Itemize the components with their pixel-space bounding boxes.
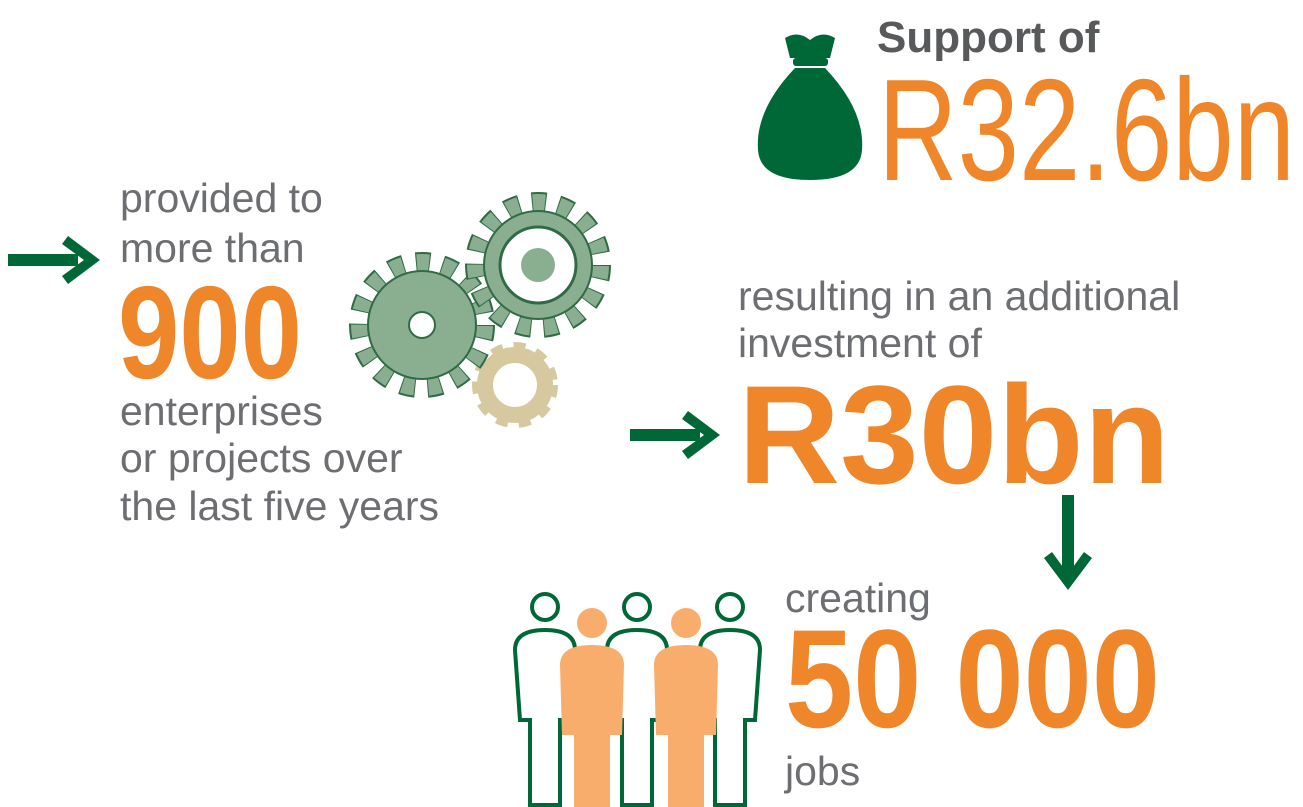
- investment-intro: investment of: [738, 320, 982, 366]
- enterprises-outro: enterprises: [120, 388, 323, 434]
- jobs-number: 50 000: [785, 600, 1160, 757]
- money-bag-icon: [757, 34, 863, 180]
- gears-icon: [349, 192, 611, 428]
- support-label: Support of: [877, 13, 1100, 62]
- support-amount: R32.6bn: [878, 49, 1295, 211]
- enterprises-number: 900: [118, 259, 302, 406]
- arrow-right-icon: [630, 411, 720, 459]
- jobs-outro: jobs: [784, 748, 860, 794]
- investment-intro: resulting in an additional: [738, 273, 1180, 319]
- jobs-intro: creating: [785, 575, 931, 621]
- arrow-right-icon: [8, 236, 100, 284]
- enterprises-outro: or projects over: [120, 435, 403, 481]
- arrow-down-icon: [1044, 495, 1092, 590]
- investment-amount: R30bn: [738, 356, 1170, 513]
- people-icon: [512, 592, 763, 807]
- enterprises-outro: the last five years: [120, 483, 439, 529]
- enterprises-intro: provided to: [120, 175, 323, 221]
- enterprises-intro: more than: [120, 225, 305, 271]
